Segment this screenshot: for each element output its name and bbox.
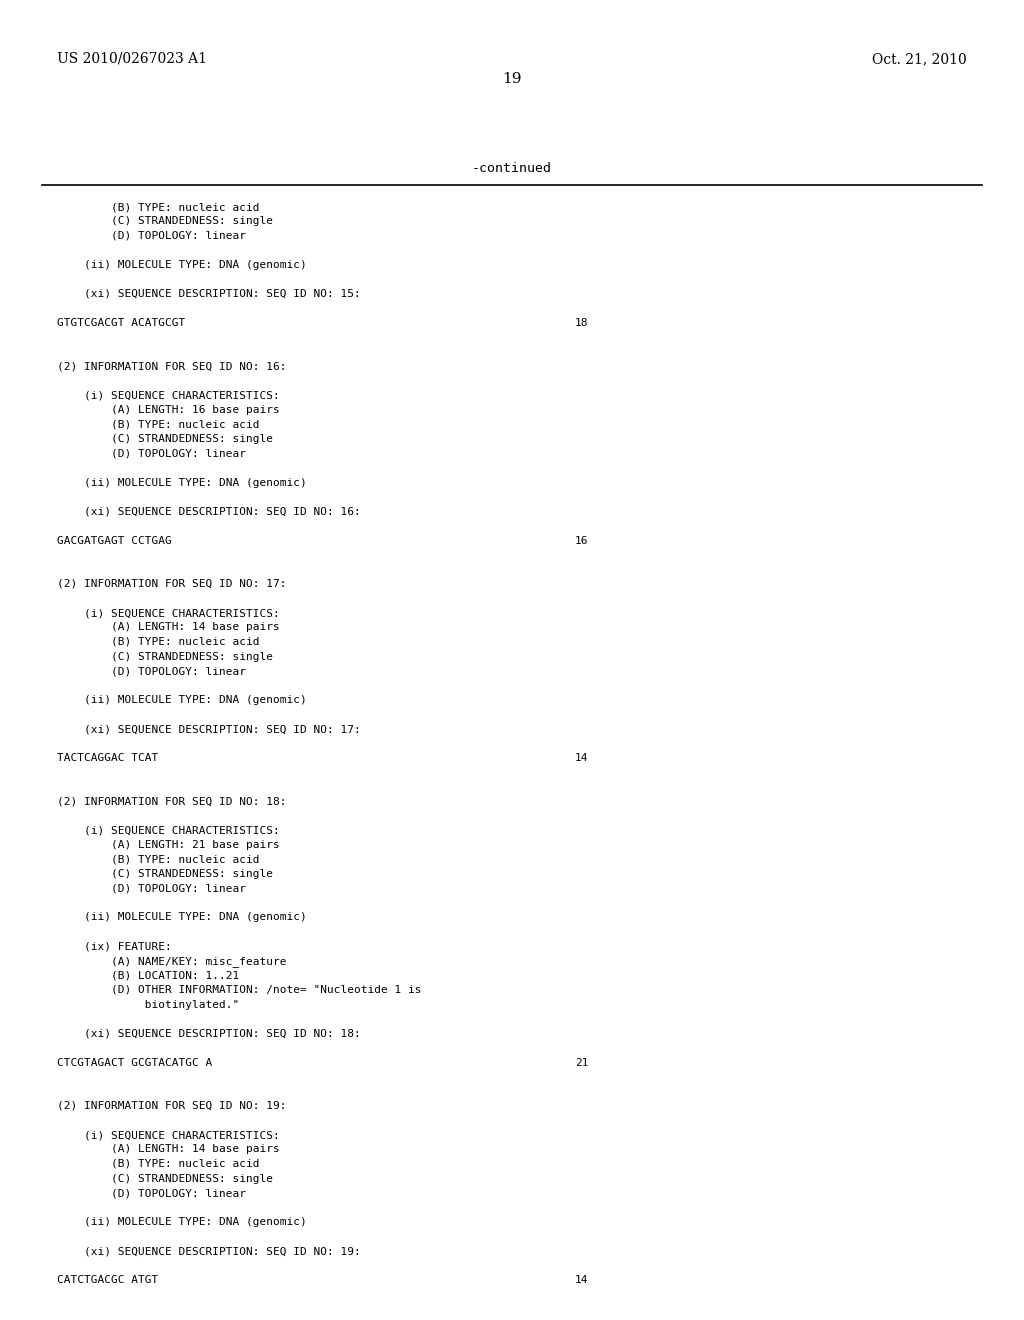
- Text: (xi) SEQUENCE DESCRIPTION: SEQ ID NO: 19:: (xi) SEQUENCE DESCRIPTION: SEQ ID NO: 19…: [57, 1246, 360, 1257]
- Text: (xi) SEQUENCE DESCRIPTION: SEQ ID NO: 17:: (xi) SEQUENCE DESCRIPTION: SEQ ID NO: 17…: [57, 723, 360, 734]
- Text: (ii) MOLECULE TYPE: DNA (genomic): (ii) MOLECULE TYPE: DNA (genomic): [57, 912, 307, 923]
- Text: (2) INFORMATION FOR SEQ ID NO: 16:: (2) INFORMATION FOR SEQ ID NO: 16:: [57, 362, 287, 371]
- Text: (i) SEQUENCE CHARACTERISTICS:: (i) SEQUENCE CHARACTERISTICS:: [57, 825, 280, 836]
- Text: -continued: -continued: [472, 162, 552, 176]
- Text: (A) LENGTH: 16 base pairs: (A) LENGTH: 16 base pairs: [57, 405, 280, 414]
- Text: 14: 14: [575, 752, 589, 763]
- Text: (D) TOPOLOGY: linear: (D) TOPOLOGY: linear: [57, 1188, 246, 1199]
- Text: (ix) FEATURE:: (ix) FEATURE:: [57, 941, 172, 952]
- Text: US 2010/0267023 A1: US 2010/0267023 A1: [57, 51, 207, 66]
- Text: 16: 16: [575, 536, 589, 545]
- Text: (xi) SEQUENCE DESCRIPTION: SEQ ID NO: 15:: (xi) SEQUENCE DESCRIPTION: SEQ ID NO: 15…: [57, 289, 360, 300]
- Text: 18: 18: [575, 318, 589, 327]
- Text: (C) STRANDEDNESS: single: (C) STRANDEDNESS: single: [57, 652, 273, 661]
- Text: (2) INFORMATION FOR SEQ ID NO: 17:: (2) INFORMATION FOR SEQ ID NO: 17:: [57, 579, 287, 589]
- Text: 19: 19: [502, 73, 522, 86]
- Text: (ii) MOLECULE TYPE: DNA (genomic): (ii) MOLECULE TYPE: DNA (genomic): [57, 696, 307, 705]
- Text: (B) TYPE: nucleic acid: (B) TYPE: nucleic acid: [57, 1159, 259, 1170]
- Text: (A) LENGTH: 14 base pairs: (A) LENGTH: 14 base pairs: [57, 623, 280, 632]
- Text: (i) SEQUENCE CHARACTERISTICS:: (i) SEQUENCE CHARACTERISTICS:: [57, 609, 280, 618]
- Text: (2) INFORMATION FOR SEQ ID NO: 19:: (2) INFORMATION FOR SEQ ID NO: 19:: [57, 1101, 287, 1111]
- Text: CATCTGACGC ATGT: CATCTGACGC ATGT: [57, 1275, 159, 1284]
- Text: (D) TOPOLOGY: linear: (D) TOPOLOGY: linear: [57, 667, 246, 676]
- Text: (A) NAME/KEY: misc_feature: (A) NAME/KEY: misc_feature: [57, 956, 287, 968]
- Text: biotinylated.": biotinylated.": [57, 999, 240, 1010]
- Text: 14: 14: [575, 1275, 589, 1284]
- Text: CTCGTAGACT GCGTACATGC A: CTCGTAGACT GCGTACATGC A: [57, 1057, 212, 1068]
- Text: GACGATGAGT CCTGAG: GACGATGAGT CCTGAG: [57, 536, 172, 545]
- Text: TACTCAGGAC TCAT: TACTCAGGAC TCAT: [57, 752, 159, 763]
- Text: (C) STRANDEDNESS: single: (C) STRANDEDNESS: single: [57, 869, 273, 879]
- Text: (ii) MOLECULE TYPE: DNA (genomic): (ii) MOLECULE TYPE: DNA (genomic): [57, 1217, 307, 1228]
- Text: (i) SEQUENCE CHARACTERISTICS:: (i) SEQUENCE CHARACTERISTICS:: [57, 391, 280, 400]
- Text: (D) OTHER INFORMATION: /note= "Nucleotide 1 is: (D) OTHER INFORMATION: /note= "Nucleotid…: [57, 985, 422, 995]
- Text: (ii) MOLECULE TYPE: DNA (genomic): (ii) MOLECULE TYPE: DNA (genomic): [57, 478, 307, 487]
- Text: (D) TOPOLOGY: linear: (D) TOPOLOGY: linear: [57, 883, 246, 894]
- Text: (B) TYPE: nucleic acid: (B) TYPE: nucleic acid: [57, 202, 259, 213]
- Text: (A) LENGTH: 21 base pairs: (A) LENGTH: 21 base pairs: [57, 840, 280, 850]
- Text: (ii) MOLECULE TYPE: DNA (genomic): (ii) MOLECULE TYPE: DNA (genomic): [57, 260, 307, 271]
- Text: (A) LENGTH: 14 base pairs: (A) LENGTH: 14 base pairs: [57, 1144, 280, 1155]
- Text: (C) STRANDEDNESS: single: (C) STRANDEDNESS: single: [57, 216, 273, 227]
- Text: (D) TOPOLOGY: linear: (D) TOPOLOGY: linear: [57, 231, 246, 242]
- Text: (C) STRANDEDNESS: single: (C) STRANDEDNESS: single: [57, 1173, 273, 1184]
- Text: (C) STRANDEDNESS: single: (C) STRANDEDNESS: single: [57, 434, 273, 444]
- Text: 21: 21: [575, 1057, 589, 1068]
- Text: (B) TYPE: nucleic acid: (B) TYPE: nucleic acid: [57, 420, 259, 429]
- Text: (2) INFORMATION FOR SEQ ID NO: 18:: (2) INFORMATION FOR SEQ ID NO: 18:: [57, 796, 287, 807]
- Text: (D) TOPOLOGY: linear: (D) TOPOLOGY: linear: [57, 449, 246, 458]
- Text: (xi) SEQUENCE DESCRIPTION: SEQ ID NO: 18:: (xi) SEQUENCE DESCRIPTION: SEQ ID NO: 18…: [57, 1028, 360, 1039]
- Text: (xi) SEQUENCE DESCRIPTION: SEQ ID NO: 16:: (xi) SEQUENCE DESCRIPTION: SEQ ID NO: 16…: [57, 507, 360, 516]
- Text: Oct. 21, 2010: Oct. 21, 2010: [872, 51, 967, 66]
- Text: (B) TYPE: nucleic acid: (B) TYPE: nucleic acid: [57, 638, 259, 647]
- Text: (B) LOCATION: 1..21: (B) LOCATION: 1..21: [57, 970, 240, 981]
- Text: (i) SEQUENCE CHARACTERISTICS:: (i) SEQUENCE CHARACTERISTICS:: [57, 1130, 280, 1140]
- Text: GTGTCGACGT ACATGCGT: GTGTCGACGT ACATGCGT: [57, 318, 185, 327]
- Text: (B) TYPE: nucleic acid: (B) TYPE: nucleic acid: [57, 854, 259, 865]
